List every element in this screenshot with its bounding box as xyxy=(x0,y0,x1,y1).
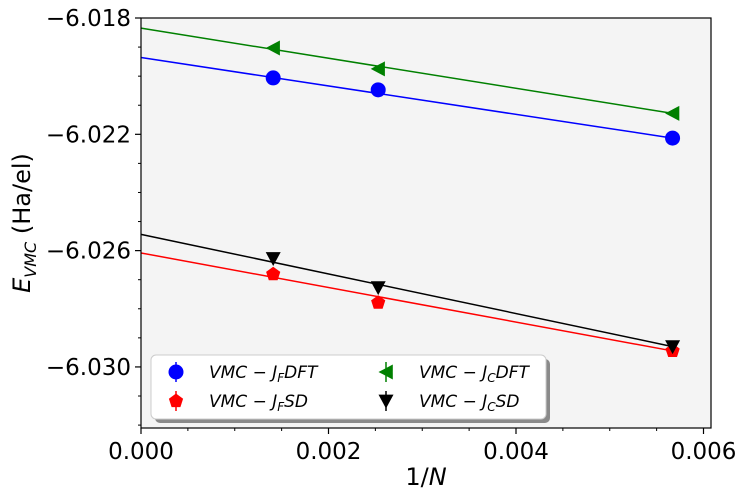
tick-labels: 0.000 0.002 0.004 0.006 −6.018 −6.022 −6.026 −6… xyxy=(46,6,737,465)
data-point-series-1-2 xyxy=(665,105,680,121)
data-point-series-1-0 xyxy=(265,40,280,56)
data-point-series-0-2 xyxy=(665,130,681,146)
legend-label-sub-1: C xyxy=(487,371,496,385)
legend-label-0: VMC − JFDFT xyxy=(209,363,319,385)
legend-marker-2 xyxy=(168,393,184,408)
data-point-series-0-0 xyxy=(265,70,281,86)
y-axis-label-sub: VMC xyxy=(21,241,40,278)
legend-marker-1 xyxy=(378,364,393,380)
y-tick-label-3: −6.030 xyxy=(46,355,131,381)
data-point-series-2-1 xyxy=(371,295,386,309)
legend-marker-3 xyxy=(378,394,394,409)
data-point-series-0-1 xyxy=(370,82,386,98)
legend-label-main-2: VMC − J xyxy=(209,392,277,412)
legend-label-tail-3: SD xyxy=(496,392,520,412)
legend-label-2: VMC − JFSD xyxy=(209,392,308,414)
axis-ticks xyxy=(135,17,705,434)
x-axis-label: 1/N xyxy=(405,463,446,491)
legend-label-sub-2: F xyxy=(277,400,285,414)
legend-label-tail-2: SD xyxy=(284,392,308,412)
fit-line-series-0 xyxy=(140,56,673,139)
x-tick-label-2: 0.004 xyxy=(483,439,549,465)
legend-marker-0 xyxy=(168,364,184,380)
data-point-series-1-1 xyxy=(370,61,385,77)
x-axis-label-italic: N xyxy=(429,463,447,491)
y-tick-label-0: −6.018 xyxy=(46,6,131,32)
plot-frame xyxy=(140,17,712,429)
fit-lines xyxy=(140,27,673,352)
legend-label-3: VMC − JCSD xyxy=(419,392,520,414)
x-tick-label-1: 0.002 xyxy=(296,439,362,465)
data-markers xyxy=(265,40,681,357)
legend-label-1: VMC − JCDFT xyxy=(419,363,530,385)
y-tick-label-2: −6.026 xyxy=(46,239,131,265)
y-tick-label-1: −6.022 xyxy=(46,122,131,148)
fit-line-series-3 xyxy=(140,233,673,348)
x-axis-label-main: 1/ xyxy=(405,463,429,491)
legend-label-tail-1: DFT xyxy=(496,363,531,383)
legend-label-main-0: VMC − J xyxy=(209,363,277,383)
legend-label-sub-3: C xyxy=(487,400,496,414)
legend-box xyxy=(150,354,547,420)
fit-line-series-1 xyxy=(140,27,673,115)
legend-label-main-1: VMC − J xyxy=(419,363,487,383)
y-axis-label-tail: (Ha/el) xyxy=(8,153,36,242)
data-point-series-3-1 xyxy=(370,281,386,296)
x-tick-label-3: 0.006 xyxy=(671,439,737,465)
y-axis-label: EVMC (Ha/el) xyxy=(8,153,40,293)
x-tick-label-0: 0.000 xyxy=(108,439,174,465)
fit-line-series-2 xyxy=(140,252,673,352)
data-point-series-3-0 xyxy=(265,252,281,266)
data-point-series-3-2 xyxy=(665,340,681,355)
legend-label-main-3: VMC − J xyxy=(419,392,487,412)
legend-label-sub-0: F xyxy=(277,371,285,385)
y-axis-label-main: E xyxy=(8,277,36,293)
data-point-series-2-0 xyxy=(266,266,281,281)
legend-label-tail-0: DFT xyxy=(284,363,319,383)
